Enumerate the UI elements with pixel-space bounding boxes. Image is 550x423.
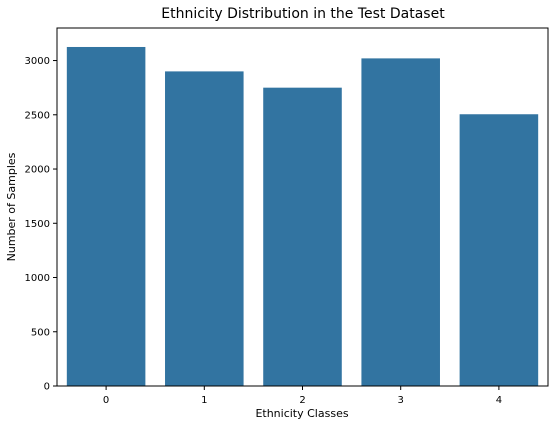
plot-frame [56, 27, 549, 387]
y-tick-label: 2500 [25, 110, 50, 121]
x-axis-ticks: 0 1 2 3 4 [103, 386, 502, 406]
bar-2 [263, 87, 342, 387]
y-tick-label: 0 [44, 382, 50, 393]
x-tick-label: 0 [103, 395, 109, 406]
bars-group [66, 46, 539, 387]
chart-title: Ethnicity Distribution in the Test Datas… [161, 6, 445, 22]
y-tick-label: 3000 [25, 56, 50, 67]
y-tick-label: 2000 [25, 165, 50, 176]
y-axis-ticks: 0 500 1000 1500 2000 2500 3000 [25, 56, 57, 393]
y-tick-label: 1000 [25, 273, 50, 284]
bar-0 [66, 46, 146, 386]
x-tick-label: 1 [201, 395, 207, 406]
x-tick-label: 2 [299, 395, 305, 406]
bar-1 [165, 71, 244, 386]
bar-3 [361, 58, 440, 386]
y-tick-label: 1500 [25, 219, 50, 230]
y-tick-label: 500 [31, 327, 50, 338]
x-tick-label: 4 [496, 395, 502, 406]
y-axis-label: Number of Samples [5, 152, 18, 261]
bar-4 [459, 114, 539, 386]
x-axis-label: Ethnicity Classes [255, 407, 348, 420]
x-tick-label: 3 [398, 395, 404, 406]
